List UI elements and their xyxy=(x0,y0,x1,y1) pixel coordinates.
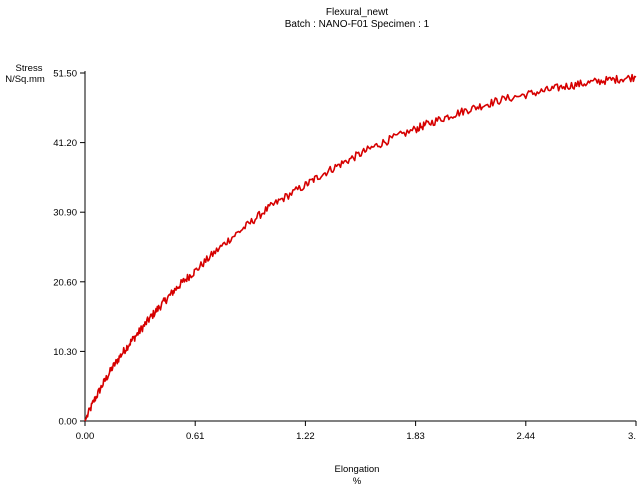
x-tick-label: 3. xyxy=(628,431,636,442)
x-axis-unit: % xyxy=(353,476,362,487)
y-axis-label: Stress xyxy=(16,63,43,74)
chart-title: Flexural_newt xyxy=(326,7,388,18)
series-group xyxy=(84,73,637,422)
y-tick-label: 30.90 xyxy=(53,208,77,219)
tick-group: 0.00 10.30 20.60 30.90 41.20 51.50 0.00 0.61 1.2… xyxy=(53,69,637,442)
y-tick-label: 10.30 xyxy=(53,347,77,358)
axes xyxy=(84,71,636,422)
stress-elongation-line xyxy=(84,73,637,422)
x-tick-label: 1.83 xyxy=(406,431,425,442)
x-tick-label: 1.22 xyxy=(296,431,315,442)
y-tick-label: 51.50 xyxy=(53,69,77,80)
x-tick-label: 0.00 xyxy=(76,431,95,442)
chart-subtitle: Batch : NANO-F01 Specimen : 1 xyxy=(285,19,430,30)
y-tick-label: 41.20 xyxy=(53,138,77,149)
x-tick-label: 0.61 xyxy=(186,431,205,442)
y-tick-label: 20.60 xyxy=(53,277,77,288)
x-axis-label: Elongation xyxy=(335,464,380,475)
y-tick-label: 0.00 xyxy=(59,417,78,428)
x-tick-label: 2.44 xyxy=(517,431,536,442)
y-axis-unit: N/Sq.mm xyxy=(5,74,45,85)
